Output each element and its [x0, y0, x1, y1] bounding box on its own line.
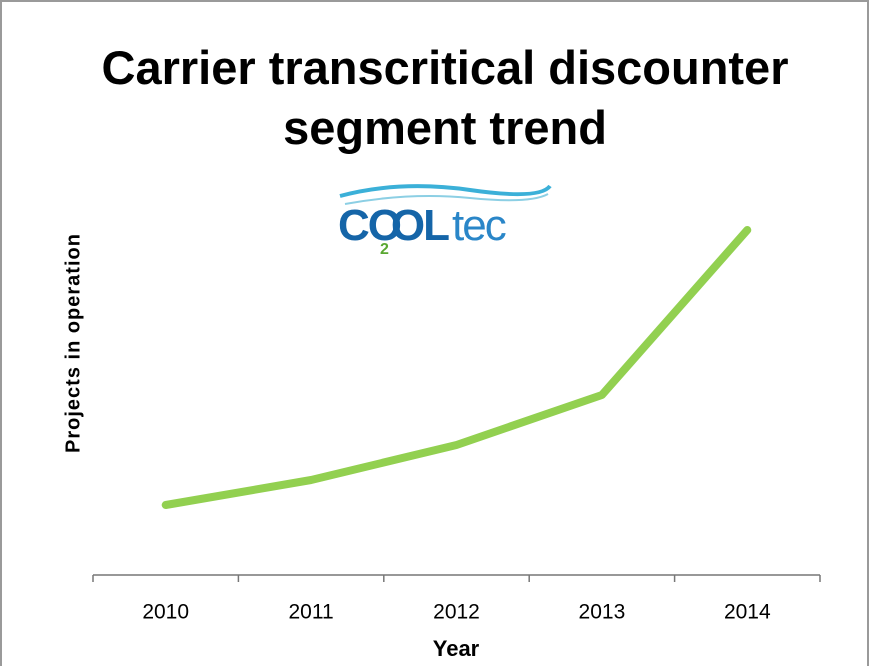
x-tick-label: 2013 — [579, 601, 626, 624]
logo-wave — [339, 184, 552, 198]
logo-subscript: 2 — [380, 241, 389, 258]
logo-part: OL — [391, 201, 449, 250]
logo-part: tec — [452, 201, 506, 250]
logo: CO 2OLtec — [338, 201, 506, 259]
chart-title: Carrier transcritical discounter segment… — [101, 41, 789, 154]
logo-part: CO — [338, 201, 401, 250]
x-axis-label: Year — [433, 636, 480, 661]
x-tick-label: 2011 — [289, 601, 334, 624]
x-tick-label: 2012 — [433, 601, 480, 624]
data-line — [161, 226, 752, 509]
x-tick-label: 2014 — [724, 601, 771, 624]
x-tick-label: 2010 — [142, 601, 189, 624]
logo-wave — [344, 193, 549, 205]
y-axis-label: Projects in operation — [62, 233, 84, 453]
